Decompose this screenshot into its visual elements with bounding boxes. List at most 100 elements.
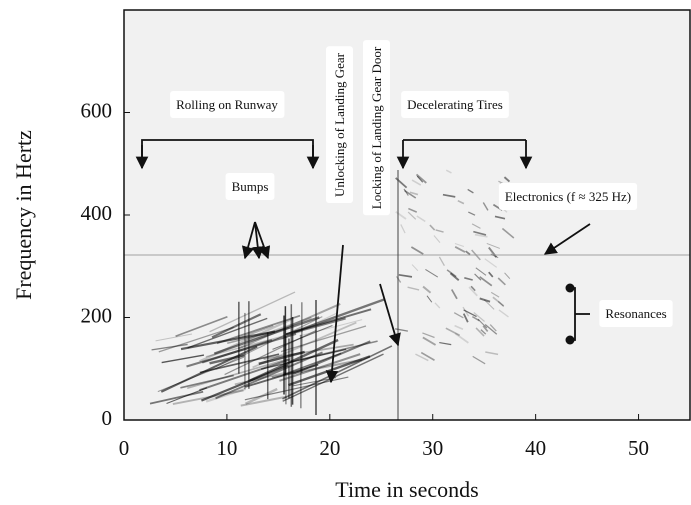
spectrogram-streak <box>245 387 278 405</box>
spectrogram-streak <box>161 354 205 364</box>
spectrogram-streak <box>215 316 323 370</box>
spectrogram-streak <box>149 390 204 405</box>
spectrogram-streak <box>468 286 478 297</box>
spectrogram-streak <box>480 329 487 335</box>
spectrogram-streak <box>438 256 445 266</box>
spectrogram-streak <box>237 302 341 350</box>
x-tick-label: 30 <box>422 436 443 460</box>
spectrogram-streak <box>498 309 509 318</box>
x-tick-label: 50 <box>628 436 649 460</box>
y-axis-label: Frequency in Hertz <box>11 130 36 300</box>
spectrogram-streak <box>261 348 347 370</box>
spectrogram-streak <box>486 242 501 249</box>
annotation-label: Locking of Landing Gear Door <box>369 46 384 209</box>
spectrogram-streak <box>462 313 469 323</box>
spectrogram-streak <box>158 326 234 353</box>
spectrogram-streak <box>263 343 354 360</box>
annotation-box <box>225 172 275 200</box>
spectrogram-streak <box>494 215 506 220</box>
spectrogram-streak <box>472 355 486 365</box>
spectrogram-streak <box>175 315 228 338</box>
spectrogram-streak <box>470 285 476 292</box>
spectrogram-streak <box>240 395 287 407</box>
spectrogram-streak <box>475 267 487 276</box>
spectrogram-streak <box>475 327 485 337</box>
y-tick-label: 0 <box>102 406 113 430</box>
annotation-line <box>241 221 256 260</box>
x-axis-label: Time in seconds <box>335 477 478 502</box>
spectrogram-streak <box>490 291 500 298</box>
spectrogram-streak <box>408 207 418 213</box>
spectrogram-streak <box>488 271 494 278</box>
spectrogram-streak <box>205 330 303 358</box>
spectrogram-streak <box>416 175 424 183</box>
spectrogram-streak <box>454 332 469 344</box>
spectrogram-streak <box>454 245 466 253</box>
annotation-label: Rolling on Runway <box>176 97 278 112</box>
spectrogram-streak <box>280 325 367 353</box>
spectrogram-streak <box>155 333 193 342</box>
annotation-line <box>379 283 401 347</box>
spectrogram-streak <box>400 224 406 234</box>
spectrogram-streak <box>422 285 432 294</box>
spectrogram-streak <box>211 313 262 339</box>
spectrogram-streak <box>398 273 413 278</box>
annotation-box <box>170 90 285 118</box>
annotation-label: Bumps <box>232 179 269 194</box>
spectrogram-streak <box>479 276 493 287</box>
spectrogram-streak <box>416 215 426 223</box>
annotations: Rolling on Runway Bumps Unlocking of Landi… <box>135 40 673 384</box>
spectrogram-streak <box>501 227 515 239</box>
spectrogram-streak <box>224 329 317 376</box>
spectrogram-streak <box>467 188 474 194</box>
spectrogram-streak <box>215 351 323 400</box>
spectrogram-streak <box>422 336 437 346</box>
spectrogram-streak <box>258 350 305 366</box>
spectrogram-streak <box>409 191 419 196</box>
annotation-box <box>325 46 353 204</box>
spectrogram-streak <box>292 340 371 375</box>
spectrogram-streak <box>244 316 312 343</box>
annotation-line <box>254 221 271 260</box>
spectrogram-streak <box>420 351 435 361</box>
resonance-dot <box>565 283 575 293</box>
annotation-label: Electronics (f ≈ 325 Hz) <box>505 189 631 204</box>
spectrogram-streak <box>422 332 435 339</box>
spectrogram-streak <box>445 327 461 337</box>
annotation-label: Unlocking of Landing Gear <box>332 52 347 197</box>
spectrogram-streak <box>187 358 289 389</box>
spectrogram-streak <box>199 317 294 363</box>
spectrogram-streak <box>433 235 441 243</box>
spectrogram-streak <box>462 306 470 317</box>
x-tick-label: 20 <box>319 436 340 460</box>
annotation-box <box>498 182 638 210</box>
spectrogram-streak <box>471 315 480 322</box>
spectrogram-streak <box>473 230 487 236</box>
spectrogram-streak <box>464 277 473 281</box>
spectrogram-streak <box>474 233 488 238</box>
spectrogram-streak <box>477 318 488 329</box>
annotation-box <box>401 90 509 118</box>
spectrogram-streak <box>497 300 505 307</box>
spectrogram-streak <box>415 173 427 184</box>
spectrogram-streak <box>468 211 476 216</box>
annotation-line <box>543 223 591 255</box>
annotation-box <box>362 40 390 216</box>
spectrogram-streak <box>454 324 464 331</box>
spectrogram-streak <box>411 264 419 272</box>
spectrogram-streak <box>180 374 234 389</box>
spectrogram-streak <box>213 316 320 355</box>
spectrogram-streak <box>411 179 422 186</box>
spectrogram-streak <box>449 272 460 282</box>
spectrogram-streak <box>415 353 429 362</box>
spectrogram-streak <box>453 312 464 319</box>
spectrogram-streak <box>450 289 458 300</box>
spectrogram-streak <box>445 169 452 174</box>
spectrogram-streak <box>471 223 481 229</box>
y-tick-label: 400 <box>81 201 113 225</box>
spectrogram-streak <box>209 291 296 333</box>
spectrogram-streak <box>407 286 420 291</box>
spectrogram-streak <box>403 188 409 196</box>
spectrogram-streak <box>482 202 489 211</box>
